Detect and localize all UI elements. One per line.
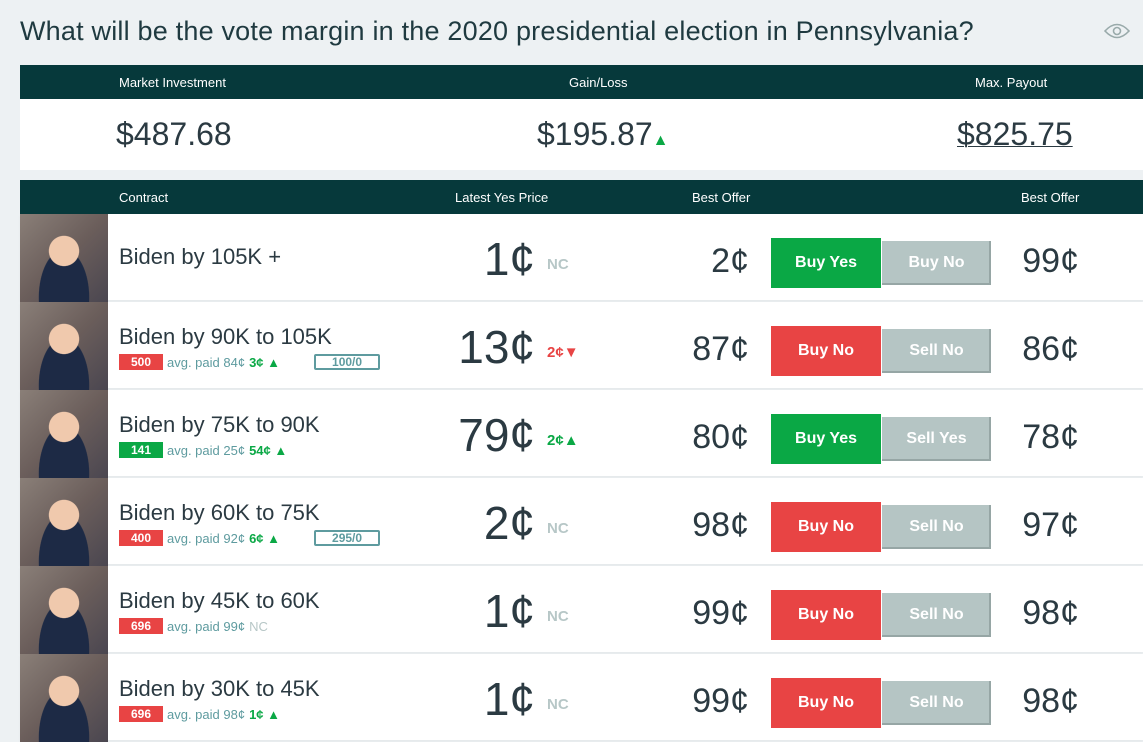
col-contract: Contract (119, 190, 169, 205)
col-latest-price: Latest Yes Price (455, 190, 549, 205)
quantity-badge: 500 (119, 354, 163, 370)
sell-no-button[interactable]: Sell No (882, 593, 991, 637)
orders-badge[interactable]: 100/0 (314, 354, 381, 370)
candidate-photo (20, 566, 108, 654)
quantity-badge: 141 (119, 442, 163, 458)
arrow-up-icon: ▲ (652, 132, 669, 149)
investment-label: Market Investment (119, 75, 226, 90)
position-info: 696 avg. paid 99¢ NC (119, 618, 268, 634)
buy-no-button[interactable]: Buy No (771, 678, 881, 728)
page-title: What will be the vote margin in the 2020… (20, 16, 974, 46)
best-offer-no: 78¢ (1022, 418, 1079, 456)
avg-paid: avg. paid 92¢ (167, 530, 246, 546)
latest-price: 79¢ (458, 409, 535, 461)
best-offer-no: 98¢ (1022, 682, 1079, 720)
contract-name[interactable]: Biden by 30K to 45K (119, 676, 320, 701)
col-best-offer-no: Best Offer (1021, 190, 1080, 205)
table-header: Contract Latest Yes Price Best Offer Bes… (20, 180, 1143, 214)
contract-name[interactable]: Biden by 45K to 60K (119, 588, 320, 613)
avg-change: 6¢ (249, 530, 264, 546)
buy-yes-button[interactable]: Buy Yes (771, 238, 881, 288)
price-change: NC (547, 608, 569, 625)
table-row: Biden by 30K to 45K 696 avg. paid 98¢ 1¢… (20, 654, 1143, 742)
best-offer-no: 98¢ (1022, 594, 1079, 632)
arrow-up-icon: ▲ (563, 432, 579, 449)
table-row: Biden by 45K to 60K 696 avg. paid 99¢ NC… (20, 566, 1143, 654)
best-offer-no: 97¢ (1022, 506, 1079, 544)
avg-change: 54¢ (249, 442, 271, 458)
quantity-badge: 696 (119, 618, 163, 634)
best-offer-no: 86¢ (1022, 330, 1079, 368)
sell-no-button[interactable]: Sell No (882, 329, 991, 373)
best-offer-no: 99¢ (1022, 242, 1079, 280)
best-offer-yes: 99¢ (692, 682, 749, 720)
table-row: Biden by 75K to 90K 141 avg. paid 25¢ 54… (20, 390, 1143, 478)
contract-name[interactable]: Biden by 90K to 105K (119, 324, 332, 349)
buy-no-button[interactable]: Buy No (771, 502, 881, 552)
price-change: NC (547, 520, 569, 537)
sell-no-button[interactable]: Sell No (882, 505, 991, 549)
orders-badge[interactable]: 295/0 (314, 530, 381, 546)
col-best-offer-yes: Best Offer (692, 190, 751, 205)
buy-no-button[interactable]: Buy No (882, 241, 991, 285)
candidate-photo (20, 478, 108, 566)
price-change: 2¢ (547, 344, 564, 361)
position-info: 141 avg. paid 25¢ 54¢ ▲ (119, 442, 287, 458)
arrow-up-icon: ▲ (267, 354, 281, 370)
eye-icon[interactable] (1104, 22, 1130, 40)
best-offer-yes: 98¢ (692, 506, 749, 544)
price-change: 2¢ (547, 432, 564, 449)
avg-paid: avg. paid 98¢ (167, 706, 246, 722)
price-change: NC (547, 696, 569, 713)
arrow-up-icon: ▲ (274, 442, 288, 458)
buy-yes-button[interactable]: Buy Yes (771, 414, 881, 464)
avg-paid: avg. paid 25¢ (167, 442, 246, 458)
gain-label: Gain/Loss (569, 75, 628, 90)
avg-paid: avg. paid 99¢ (167, 618, 246, 634)
candidate-photo (20, 302, 108, 390)
sell-no-button[interactable]: Sell No (882, 681, 991, 725)
quantity-badge: 696 (119, 706, 163, 722)
avg-paid: avg. paid 84¢ (167, 354, 246, 370)
latest-price: 1¢ (483, 233, 535, 285)
summary-header: Market Investment Gain/Loss Max. Payout (20, 65, 1143, 99)
table-row: Biden by 105K + 1¢ NC 2¢ Buy Yes Buy No … (20, 214, 1143, 302)
contract-name[interactable]: Biden by 105K + (119, 244, 282, 269)
latest-price: 2¢ (483, 497, 535, 549)
payout-value[interactable]: $825.75 (957, 116, 1073, 152)
gain-value: $195.87 (537, 116, 653, 152)
arrow-down-icon: ▼ (563, 344, 579, 361)
candidate-photo (20, 214, 108, 302)
latest-price: 1¢ (483, 673, 535, 725)
payout-label: Max. Payout (975, 75, 1048, 90)
position-info: 696 avg. paid 98¢ 1¢ ▲ (119, 706, 280, 722)
price-change: NC (547, 256, 569, 273)
quantity-badge: 400 (119, 530, 163, 546)
position-info: 400 avg. paid 92¢ 6¢ ▲ 295/0 (119, 530, 381, 546)
position-info: 500 avg. paid 84¢ 3¢ ▲ 100/0 (119, 354, 381, 370)
candidate-photo (20, 390, 108, 478)
avg-change: 3¢ (249, 354, 264, 370)
candidate-photo (20, 654, 108, 742)
avg-change: 1¢ (249, 706, 264, 722)
latest-price: 1¢ (483, 585, 535, 637)
contract-name[interactable]: Biden by 60K to 75K (119, 500, 320, 525)
best-offer-yes: 2¢ (711, 242, 749, 280)
table-row: Biden by 90K to 105K 500 avg. paid 84¢ 3… (20, 302, 1143, 390)
best-offer-yes: 87¢ (692, 330, 749, 368)
best-offer-yes: 99¢ (692, 594, 749, 632)
buy-no-button[interactable]: Buy No (771, 590, 881, 640)
arrow-up-icon: ▲ (267, 530, 281, 546)
sell-yes-button[interactable]: Sell Yes (882, 417, 991, 461)
arrow-up-icon: ▲ (267, 706, 281, 722)
summary-panel: $487.68 $195.87▲ $825.75 (20, 99, 1143, 170)
contract-name[interactable]: Biden by 75K to 90K (119, 412, 320, 437)
table-row: Biden by 60K to 75K 400 avg. paid 92¢ 6¢… (20, 478, 1143, 566)
latest-price: 13¢ (458, 321, 535, 373)
avg-change: NC (249, 618, 268, 634)
investment-value: $487.68 (116, 116, 232, 152)
best-offer-yes: 80¢ (692, 418, 749, 456)
buy-no-button[interactable]: Buy No (771, 326, 881, 376)
